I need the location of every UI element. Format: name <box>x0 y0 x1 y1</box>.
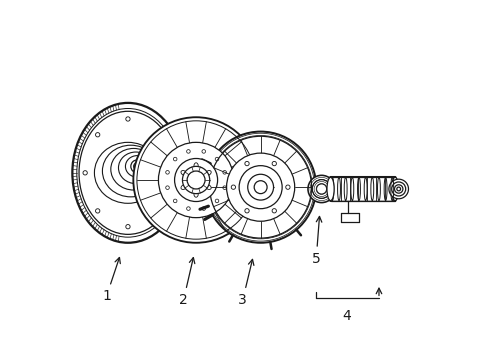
Circle shape <box>254 181 266 194</box>
Text: 4: 4 <box>342 309 350 323</box>
Text: 2: 2 <box>179 258 194 307</box>
Text: 1: 1 <box>102 257 120 303</box>
Circle shape <box>204 132 316 243</box>
Ellipse shape <box>391 177 398 201</box>
Ellipse shape <box>194 163 198 169</box>
Ellipse shape <box>194 191 198 197</box>
Circle shape <box>388 179 407 199</box>
Text: 3: 3 <box>238 259 253 307</box>
Circle shape <box>226 153 294 221</box>
Ellipse shape <box>181 185 186 189</box>
Circle shape <box>133 117 258 243</box>
Text: 5: 5 <box>311 216 321 266</box>
Circle shape <box>247 174 273 200</box>
Ellipse shape <box>181 171 186 175</box>
Ellipse shape <box>326 177 333 201</box>
Circle shape <box>182 166 209 194</box>
Circle shape <box>158 142 233 218</box>
Circle shape <box>187 171 204 189</box>
Ellipse shape <box>205 185 211 189</box>
Ellipse shape <box>205 171 211 175</box>
Circle shape <box>174 158 217 202</box>
Ellipse shape <box>72 103 183 243</box>
Circle shape <box>307 175 335 203</box>
FancyBboxPatch shape <box>329 177 395 201</box>
Circle shape <box>239 166 282 209</box>
